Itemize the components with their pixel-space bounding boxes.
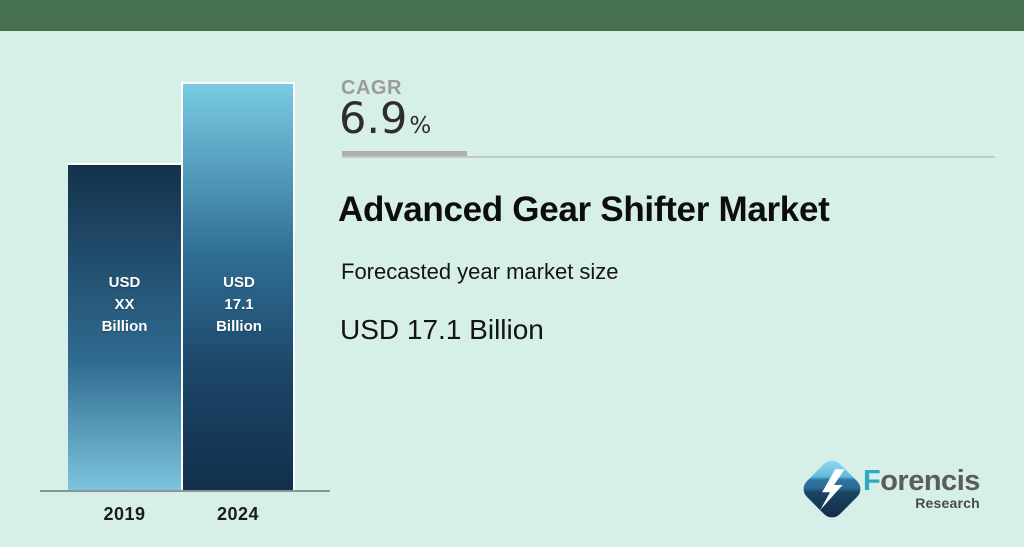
forencis-logo-diamond-icon [799, 455, 865, 523]
divider-line [342, 156, 995, 158]
brand-subtext: Research [915, 494, 980, 511]
diamond-bolt-icon [803, 460, 861, 518]
bar-2024-label-line-2: 17.1 [224, 296, 254, 313]
forencis-logo-text: Forencis Research [863, 465, 980, 511]
x-axis-line [40, 490, 330, 492]
bar-2019 [68, 163, 181, 492]
page-title: Advanced Gear Shifter Market [338, 190, 830, 229]
bar-2024-label-line-3: Billion [216, 318, 262, 335]
forecast-value: USD 17.1 Billion [340, 314, 544, 345]
bar-2019-label-line-1: USD [108, 274, 141, 291]
divider-accent-segment [342, 151, 467, 158]
top-green-band [0, 0, 1024, 31]
x-axis-label-2019: 2019 [103, 504, 146, 524]
bar-2024-value-label: USD 17.1 Billion [183, 272, 295, 338]
x-axis-label-2024: 2024 [216, 504, 260, 524]
bar-2019-label-line-2: XX [114, 296, 135, 313]
bar-2019-label-line-3: Billion [101, 318, 148, 335]
brand-rest: orencis [880, 465, 980, 497]
brand-initial: F [863, 465, 881, 497]
bar-2024 [181, 82, 295, 492]
bar-2024-label-line-1: USD [223, 274, 255, 291]
bar-2019-value-label: USD XX Billion [68, 272, 181, 338]
subtitle: Forecasted year market size [341, 259, 619, 284]
brand-name: Forencis [863, 465, 980, 498]
cagr-number: 6.9 [339, 94, 408, 144]
cagr-value: 6.9 % [339, 98, 431, 141]
cagr-label: CAGR [341, 77, 402, 99]
cagr-percent-sign: % [409, 113, 432, 139]
